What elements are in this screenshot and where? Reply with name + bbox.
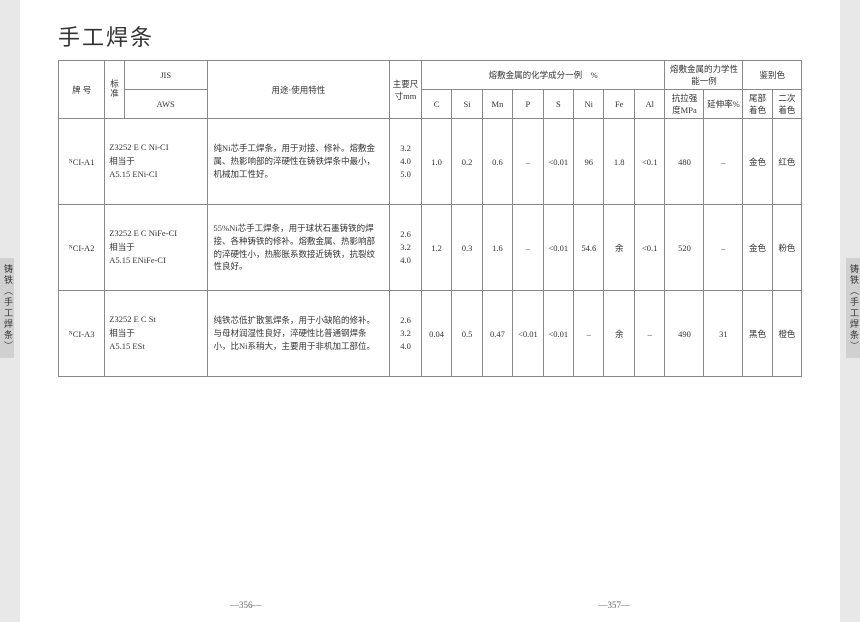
cell-si: 0.5 [452,291,482,377]
cell-grade: ᴺCI-A2 [59,205,105,291]
cell-c: 1.2 [421,205,451,291]
cell-tensile: 480 [665,119,704,205]
cell-fe: 1.8 [604,119,634,205]
side-tab-left: 铸铁（手工焊条） [0,258,14,358]
cell-ni: – [574,291,604,377]
cell-s: <0.01 [543,119,573,205]
cell-c: 1.0 [421,119,451,205]
cell-usage: 55%Ni芯手工焊条，用于球状石墨铸铁的焊接、各种铸铁的修补。熔敷金属、热影响部… [207,205,390,291]
cell-size: 2.63.24.0 [390,291,422,377]
cell-p: – [513,119,543,205]
cell-al: <0.1 [634,119,665,205]
th-ni: Ni [574,90,604,119]
cell-size: 2.63.24.0 [390,205,422,291]
th-tail-color: 尾部着色 [743,90,772,119]
cell-grade: ᴺCI-A3 [59,291,105,377]
cell-c: 0.04 [421,291,451,377]
cell-s: <0.01 [543,291,573,377]
cell-al: <0.1 [634,205,665,291]
th-sec-color: 二次着色 [772,90,801,119]
cell-usage: 纯铁芯低扩散氢焊条，用于小缺陷的修补。与母材润湿性良好，淬硬性比普通钢焊条小，比… [207,291,390,377]
cell-ni: 54.6 [574,205,604,291]
cell-fe: 余 [604,205,634,291]
cell-standard: Z3252 E C Ni-CI相当于A5.15 ENi-CI [105,119,207,205]
table-row: ᴺCI-A1Z3252 E C Ni-CI相当于A5.15 ENi-CI纯Ni芯… [59,119,802,205]
cell-grade: ᴺCI-A1 [59,119,105,205]
cell-tail: 金色 [743,205,772,291]
cell-ni: 96 [574,119,604,205]
th-c: C [421,90,451,119]
th-aws: AWS [124,90,207,119]
cell-sec: 橙色 [772,291,801,377]
table-row: ᴺCI-A3Z3252 E C St相当于A5.15 ESt纯铁芯低扩散氢焊条，… [59,291,802,377]
cell-standard: Z3252 E C St相当于A5.15 ESt [105,291,207,377]
welding-rod-table: 牌 号 标准 JIS 用途·使用特性 主要尺寸mm 熔敷金属的化学成分一例 % … [58,60,802,377]
cell-tail: 金色 [743,119,772,205]
cell-p: <0.01 [513,291,543,377]
cell-si: 0.3 [452,205,482,291]
cell-p: – [513,205,543,291]
page-content: 手工焊条 牌 号 标准 JIS 用途·使用特性 主要尺寸mm 熔敷金属的化学成分… [58,20,802,377]
th-mn: Mn [482,90,512,119]
cell-tail: 黑色 [743,291,772,377]
page-number-right: —357— [599,600,631,610]
cell-sec: 红色 [772,119,801,205]
cell-elong: – [704,119,743,205]
cell-sec: 粉色 [772,205,801,291]
th-jis: JIS [124,61,207,90]
cell-size: 3.24.05.0 [390,119,422,205]
th-size: 主要尺寸mm [390,61,422,119]
cell-tensile: 490 [665,291,704,377]
cell-si: 0.2 [452,119,482,205]
th-grade: 牌 号 [59,61,105,119]
cell-elong: 31 [704,291,743,377]
cell-standard: Z3252 E C NiFe-CI相当于A5.15 ENiFe-CI [105,205,207,291]
th-elong: 延伸率% [704,90,743,119]
cell-al: – [634,291,665,377]
th-p: P [513,90,543,119]
side-tab-right: 铸铁（手工焊条） [846,258,860,358]
cell-fe: 余 [604,291,634,377]
cell-mn: 0.47 [482,291,512,377]
table-row: ᴺCI-A2Z3252 E C NiFe-CI相当于A5.15 ENiFe-CI… [59,205,802,291]
th-tensile: 抗拉强度MPa [665,90,704,119]
cell-elong: – [704,205,743,291]
th-chem-group: 熔敷金属的化学成分一例 % [421,61,665,90]
th-usage: 用途·使用特性 [207,61,390,119]
th-fe: Fe [604,90,634,119]
th-mech-group: 熔敷金属的力学性能一例 [665,61,743,90]
cell-s: <0.01 [543,205,573,291]
page-title: 手工焊条 [58,20,802,52]
cell-mn: 0.6 [482,119,512,205]
cell-tensile: 520 [665,205,704,291]
cell-mn: 1.6 [482,205,512,291]
th-al: Al [634,90,665,119]
th-color-group: 鉴别色 [743,61,802,90]
th-s: S [543,90,573,119]
page-number-left: —356— [230,600,262,610]
cell-usage: 纯Ni芯手工焊条，用于对接、修补。熔敷金属、热影响部的淬硬性在铸铁焊条中最小，机… [207,119,390,205]
th-std-label: 标准 [105,61,124,119]
th-si: Si [452,90,482,119]
